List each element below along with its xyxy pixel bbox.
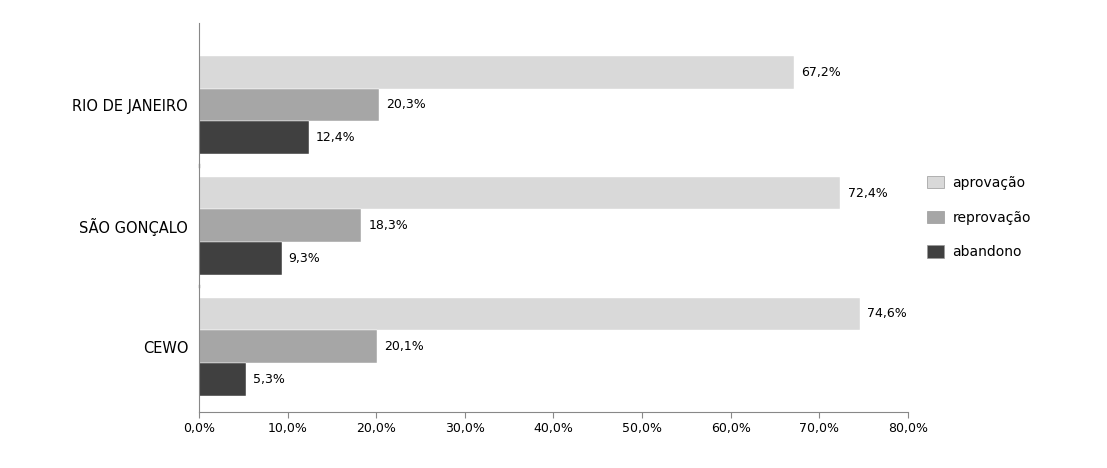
- Text: 72,4%: 72,4%: [848, 187, 888, 200]
- Bar: [199, 363, 246, 395]
- Bar: [199, 121, 309, 154]
- Bar: [199, 88, 379, 121]
- Text: 67,2%: 67,2%: [801, 66, 841, 79]
- Bar: [199, 177, 840, 210]
- Bar: [199, 242, 281, 275]
- Legend: aprovação, reprovação, abandono: aprovação, reprovação, abandono: [922, 170, 1036, 265]
- Text: 18,3%: 18,3%: [369, 219, 408, 232]
- Bar: [199, 56, 795, 88]
- Bar: [199, 210, 361, 242]
- Text: 20,1%: 20,1%: [384, 340, 424, 353]
- Bar: [199, 330, 377, 363]
- Bar: [199, 298, 860, 330]
- Text: 74,6%: 74,6%: [867, 307, 907, 321]
- Text: 9,3%: 9,3%: [289, 252, 320, 265]
- Text: 12,4%: 12,4%: [317, 131, 355, 144]
- Text: 5,3%: 5,3%: [254, 373, 286, 386]
- Text: 20,3%: 20,3%: [386, 98, 426, 111]
